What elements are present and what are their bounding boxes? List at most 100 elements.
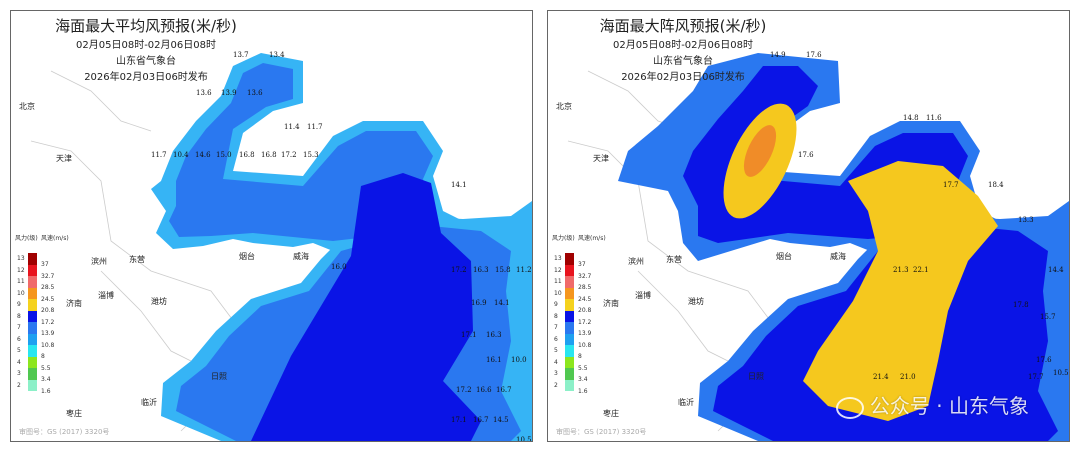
wind-speed-value: 16.1	[486, 356, 502, 364]
legend-level: 4	[554, 358, 558, 366]
legend-speed: 20.8	[578, 307, 592, 314]
legend-level: 12	[17, 266, 25, 274]
wind-speed-value: 14.1	[494, 299, 510, 307]
legend-speed: 17.2	[41, 318, 55, 326]
legend-swatch	[565, 322, 574, 334]
legend-speed: 13.9	[578, 330, 592, 337]
legend-speed: 10.8	[41, 341, 55, 349]
wind-speed-value: 17.7	[943, 181, 959, 189]
legend-level: 6	[554, 335, 558, 343]
legend-speed: 32.7	[578, 272, 592, 280]
sea-wind-map	[30, 53, 532, 441]
legend-speed: 28.5	[578, 284, 592, 291]
sea-core-high-wind	[251, 173, 481, 441]
legend-level: 2	[17, 381, 21, 389]
wind-speed-value: 17.1	[451, 416, 467, 424]
watermark: 公众号 · 山东气象	[835, 390, 1029, 419]
wind-speed-value: 15.8	[495, 266, 511, 274]
legend-level-header: 风力(级)	[15, 235, 38, 242]
wind-speed-value: 21.4	[873, 373, 889, 381]
wind-speed-value: 16.3	[486, 331, 502, 339]
wind-speed-value: 14.4	[1048, 266, 1064, 274]
wind-speed-value: 18.4	[988, 181, 1004, 189]
wind-speed-value: 17.2	[281, 151, 297, 159]
city-label: 北京	[19, 102, 35, 111]
wind-speed-value: 10.5	[516, 436, 532, 442]
wind-legend: 风力(级) 风速(m/s) 13 37 12 32.7 11 28.5 10 24.5 9 20.…	[13, 233, 73, 433]
legend-swatch	[565, 379, 574, 391]
legend-level: 10	[554, 289, 562, 297]
province-border	[50, 70, 152, 132]
city-label: 日照	[748, 372, 764, 381]
wind-speed-value: 11.2	[516, 266, 532, 274]
city-label: 滨州	[91, 257, 107, 266]
city-label: 威海	[293, 252, 309, 261]
legend-swatch	[28, 299, 37, 311]
forecast-period: 02月05日08时-02月06日08时	[76, 40, 216, 51]
legend-level: 8	[554, 312, 558, 320]
legend-swatch	[28, 356, 37, 368]
wind-speed-value: 15.3	[303, 151, 319, 159]
legend-swatch	[565, 287, 574, 299]
legend-speed-header: 风速(m/s)	[41, 235, 69, 242]
wind-speed-value: 13.4	[269, 51, 285, 59]
legend-level: 11	[554, 278, 562, 285]
legend-swatch	[565, 253, 574, 265]
city-label: 淄博	[98, 291, 114, 300]
wind-speed-value: 17.2	[451, 266, 467, 274]
legend-level: 9	[554, 301, 558, 308]
wind-speed-value: 21.0	[900, 373, 916, 381]
legend-swatch	[28, 379, 37, 391]
city-label: 临沂	[141, 398, 157, 407]
issuer: 山东省气象台	[116, 56, 176, 67]
wind-speed-value: 17.8	[1013, 301, 1029, 309]
wind-speed-value: 16.9	[471, 299, 487, 307]
legend-speed: 20.8	[41, 307, 55, 314]
legend-level: 13	[17, 255, 25, 262]
legend-level: 12	[554, 266, 562, 274]
wind-speed-value: 16.0	[331, 263, 347, 271]
legend-speed: 3.4	[578, 376, 588, 383]
legend-swatch	[28, 264, 37, 276]
forecast-period: 02月05日08时-02月06日08时	[613, 40, 753, 51]
wind-speed-value: 14.1	[451, 181, 467, 189]
city-border	[637, 270, 749, 372]
legend-swatch	[565, 333, 574, 345]
wind-speed-value: 15.0	[216, 151, 232, 159]
wind-speed-value: 14.6	[195, 151, 211, 159]
legend-speed: 10.8	[578, 341, 592, 349]
city-label: 天津	[56, 154, 72, 163]
wind-speed-value: 13.3	[1018, 216, 1034, 224]
map-approval-number: 审图号：GS (2017) 3320号	[19, 428, 110, 436]
legend-speed: 1.6	[578, 387, 588, 395]
map-title: 海面最大平均风预报(米/秒)	[55, 17, 237, 35]
legend-swatch	[28, 276, 37, 288]
city-label: 东营	[666, 255, 682, 264]
legend-level: 4	[17, 358, 21, 366]
wind-speed-value: 13.6	[247, 89, 263, 97]
legend-level-header: 风力(级)	[552, 235, 575, 242]
wind-speed-value: 10.4	[173, 151, 189, 159]
legend-level: 10	[17, 289, 25, 297]
watermark-text: 公众号 · 山东气象	[869, 394, 1029, 418]
legend-speed: 5.5	[41, 364, 51, 372]
wind-legend: 风力(级) 风速(m/s) 13 37 12 32.7 11 28.5 10 24.5 9 20.…	[550, 233, 610, 433]
wind-speed-value: 11.6	[926, 114, 942, 122]
wechat-icon	[835, 396, 864, 419]
wind-speed-value: 21.3	[893, 266, 909, 274]
issue-time: 2026年02月03日06时发布	[621, 72, 745, 83]
wind-speed-value: 10.0	[511, 356, 527, 364]
wind-speed-value: 17.6	[1036, 356, 1052, 364]
legend-speed: 24.5	[578, 295, 592, 303]
legend-swatch	[565, 368, 574, 380]
wind-speed-value: 16.6	[476, 386, 492, 394]
map-approval-number: 审图号：GS (2017) 3320号	[556, 428, 647, 436]
legend-speed: 17.2	[578, 318, 592, 326]
legend-color-bar	[28, 253, 37, 391]
city-label: 天津	[593, 154, 609, 163]
legend-swatch	[28, 310, 37, 322]
legend-swatch	[28, 287, 37, 299]
map-title: 海面最大阵风预报(米/秒)	[599, 17, 767, 35]
gust-orange-bohai	[743, 125, 777, 177]
legend-level: 8	[17, 312, 21, 320]
